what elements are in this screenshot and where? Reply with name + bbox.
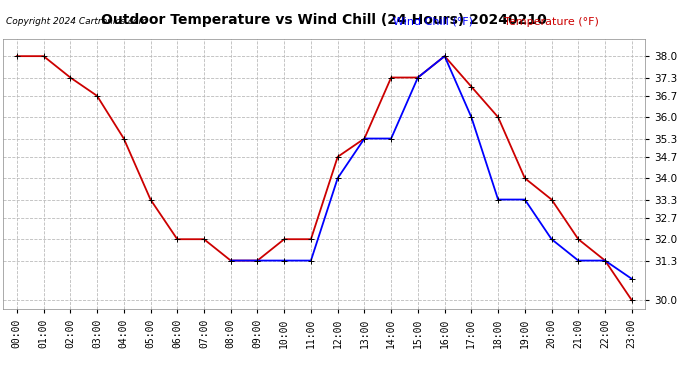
Text: Wind Chill (°F): Wind Chill (°F)	[393, 17, 473, 27]
Text: Copyright 2024 Cartronics.com: Copyright 2024 Cartronics.com	[6, 17, 147, 26]
Text: Temperature (°F): Temperature (°F)	[504, 17, 599, 27]
Text: Outdoor Temperature vs Wind Chill (24 Hours) 20240210: Outdoor Temperature vs Wind Chill (24 Ho…	[101, 13, 547, 27]
